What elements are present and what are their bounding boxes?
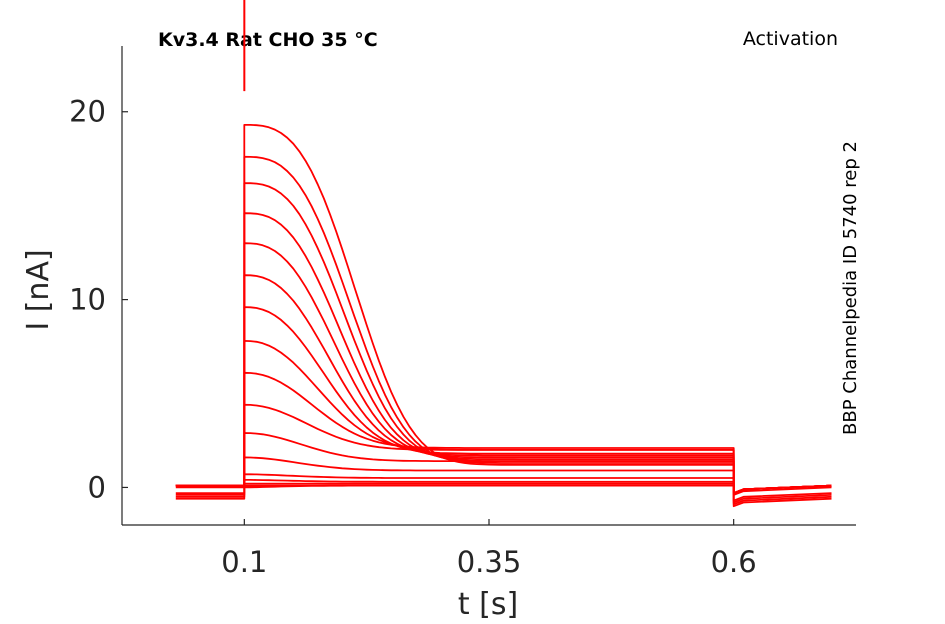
current-trace — [175, 484, 832, 506]
current-trace — [175, 182, 832, 495]
x-axis-ticks: 0.1 0.35 0.6 — [221, 519, 757, 579]
protocol-label: Activation — [743, 28, 838, 50]
current-trace — [175, 482, 832, 504]
current-traces — [175, 0, 832, 508]
current-trace — [175, 456, 832, 495]
y-axis-ticks: 0 10 20 — [69, 95, 128, 504]
y-axis-label: I [nA] — [21, 249, 56, 330]
current-trace — [175, 473, 832, 496]
current-trace — [175, 155, 832, 495]
y-tick-label: 20 — [69, 95, 106, 129]
current-trace — [175, 306, 832, 495]
current-trace — [175, 124, 832, 495]
current-trace — [175, 274, 832, 495]
source-id-label: BBP Channelpedia ID 5740 rep 2 — [840, 141, 861, 435]
chart-title: Kv3.4 Rat CHO 35 °C — [158, 29, 378, 51]
x-axis-label: t [s] — [458, 587, 518, 622]
x-tick-label: 0.1 — [221, 545, 267, 579]
x-tick-label: 0.35 — [457, 545, 522, 579]
y-tick-label: 10 — [69, 283, 106, 317]
current-trace — [175, 371, 832, 495]
x-tick-label: 0.6 — [711, 545, 757, 579]
y-tick-label: 0 — [88, 470, 106, 504]
current-trace — [175, 478, 832, 502]
current-trace — [175, 212, 832, 495]
current-trace — [175, 242, 832, 495]
current-trace — [175, 339, 832, 495]
